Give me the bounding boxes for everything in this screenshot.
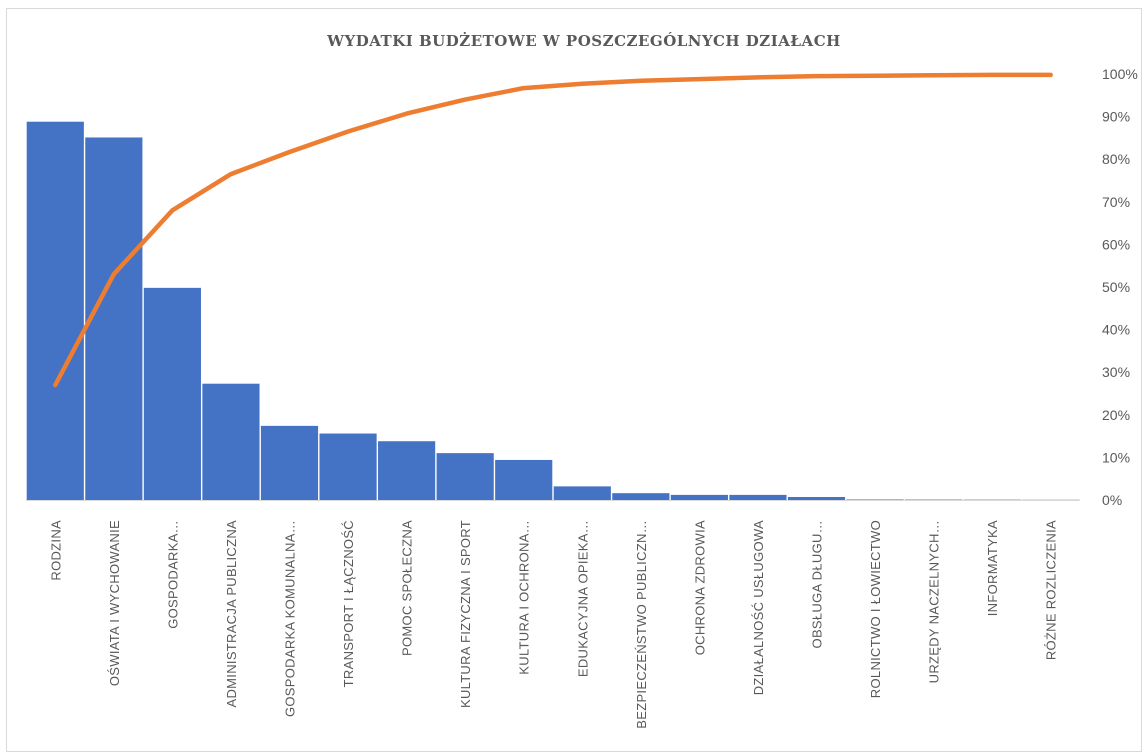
y2-tick-label: 40%	[1102, 322, 1130, 338]
x-tick-label: BEZPIECZEŃSTWO PUBLICZN…	[634, 520, 649, 729]
x-axis-ticks: RODZINA OŚWIATA I WYCHOWANIE GOSPODARKA… AD…	[48, 520, 1058, 729]
bar-15	[905, 499, 963, 501]
x-tick-label: INFORMATYKA	[985, 520, 1000, 616]
y2-tick-label: 0%	[1102, 492, 1122, 508]
y2-tick-label: 10%	[1102, 449, 1130, 465]
x-tick-label: OŚWIATA I WYCHOWANIE	[107, 520, 122, 686]
x-tick-label: TRANSPORT I ŁĄCZNOŚĆ	[341, 520, 356, 687]
bar-4	[260, 425, 319, 500]
bar-16	[963, 499, 1021, 501]
bar-8	[495, 459, 553, 500]
cumulative-line	[53, 72, 1053, 388]
bar-7	[436, 453, 494, 500]
bar-10	[612, 493, 670, 500]
y2-tick-label: 100%	[1102, 66, 1138, 82]
x-tick-label: EDUKACYJNA OPIEKA…	[575, 520, 590, 677]
bar-series	[26, 121, 1080, 501]
x-tick-label: KULTURA FIZYCZNA I SPORT	[458, 520, 473, 708]
x-tick-label: KULTURA I OCHRONA…	[517, 520, 532, 675]
x-tick-label: POMOC SPOŁECZNA	[400, 520, 415, 656]
bar-3	[202, 383, 260, 500]
bar-5	[319, 433, 377, 500]
y2-tick-label: 30%	[1102, 364, 1130, 380]
x-tick-label: OBSŁUGA DŁUGU…	[810, 520, 825, 648]
x-tick-label: DZIAŁALNOŚĆ USŁUGOWA	[751, 520, 766, 695]
x-tick-label: URZĘDY NACZELNYCH…	[927, 520, 942, 683]
y2-tick-label: 90%	[1102, 109, 1130, 125]
x-tick-label: RÓŻNE ROZLICZENIA	[1044, 520, 1059, 660]
y2-tick-label: 70%	[1102, 194, 1130, 210]
x-tick-label: RODZINA	[48, 520, 63, 581]
bar-0	[26, 121, 84, 500]
bar-2	[143, 287, 201, 500]
y2-tick-label: 80%	[1102, 151, 1130, 167]
y2-axis-ticks: 0% 10% 20% 30% 40% 50% 60% 70% 80% 90% 100%	[1102, 66, 1138, 508]
bar-1	[85, 137, 143, 500]
x-tick-label: OCHRONA ZDROWIA	[692, 520, 707, 655]
bar-6	[378, 441, 436, 500]
bar-9	[553, 486, 611, 500]
x-tick-label: GOSPODARKA KOMUNALNA…	[283, 520, 298, 717]
y2-tick-label: 60%	[1102, 236, 1130, 252]
bar-12	[729, 494, 787, 500]
x-tick-label: GOSPODARKA…	[165, 520, 180, 629]
bar-13	[787, 497, 846, 500]
bar-14	[846, 499, 904, 501]
y2-tick-label: 50%	[1102, 279, 1130, 295]
x-tick-label: ROLNICTWO I ŁOWIECTWO	[868, 520, 883, 698]
y2-tick-label: 20%	[1102, 407, 1130, 423]
bar-11	[670, 494, 728, 500]
x-tick-label: ADMINISTRACJA PUBLICZNA	[224, 520, 239, 708]
chart-title: WYDATKI BUDŻETOWE W POSZCZEGÓLNYCH DZIAŁ…	[326, 31, 841, 50]
